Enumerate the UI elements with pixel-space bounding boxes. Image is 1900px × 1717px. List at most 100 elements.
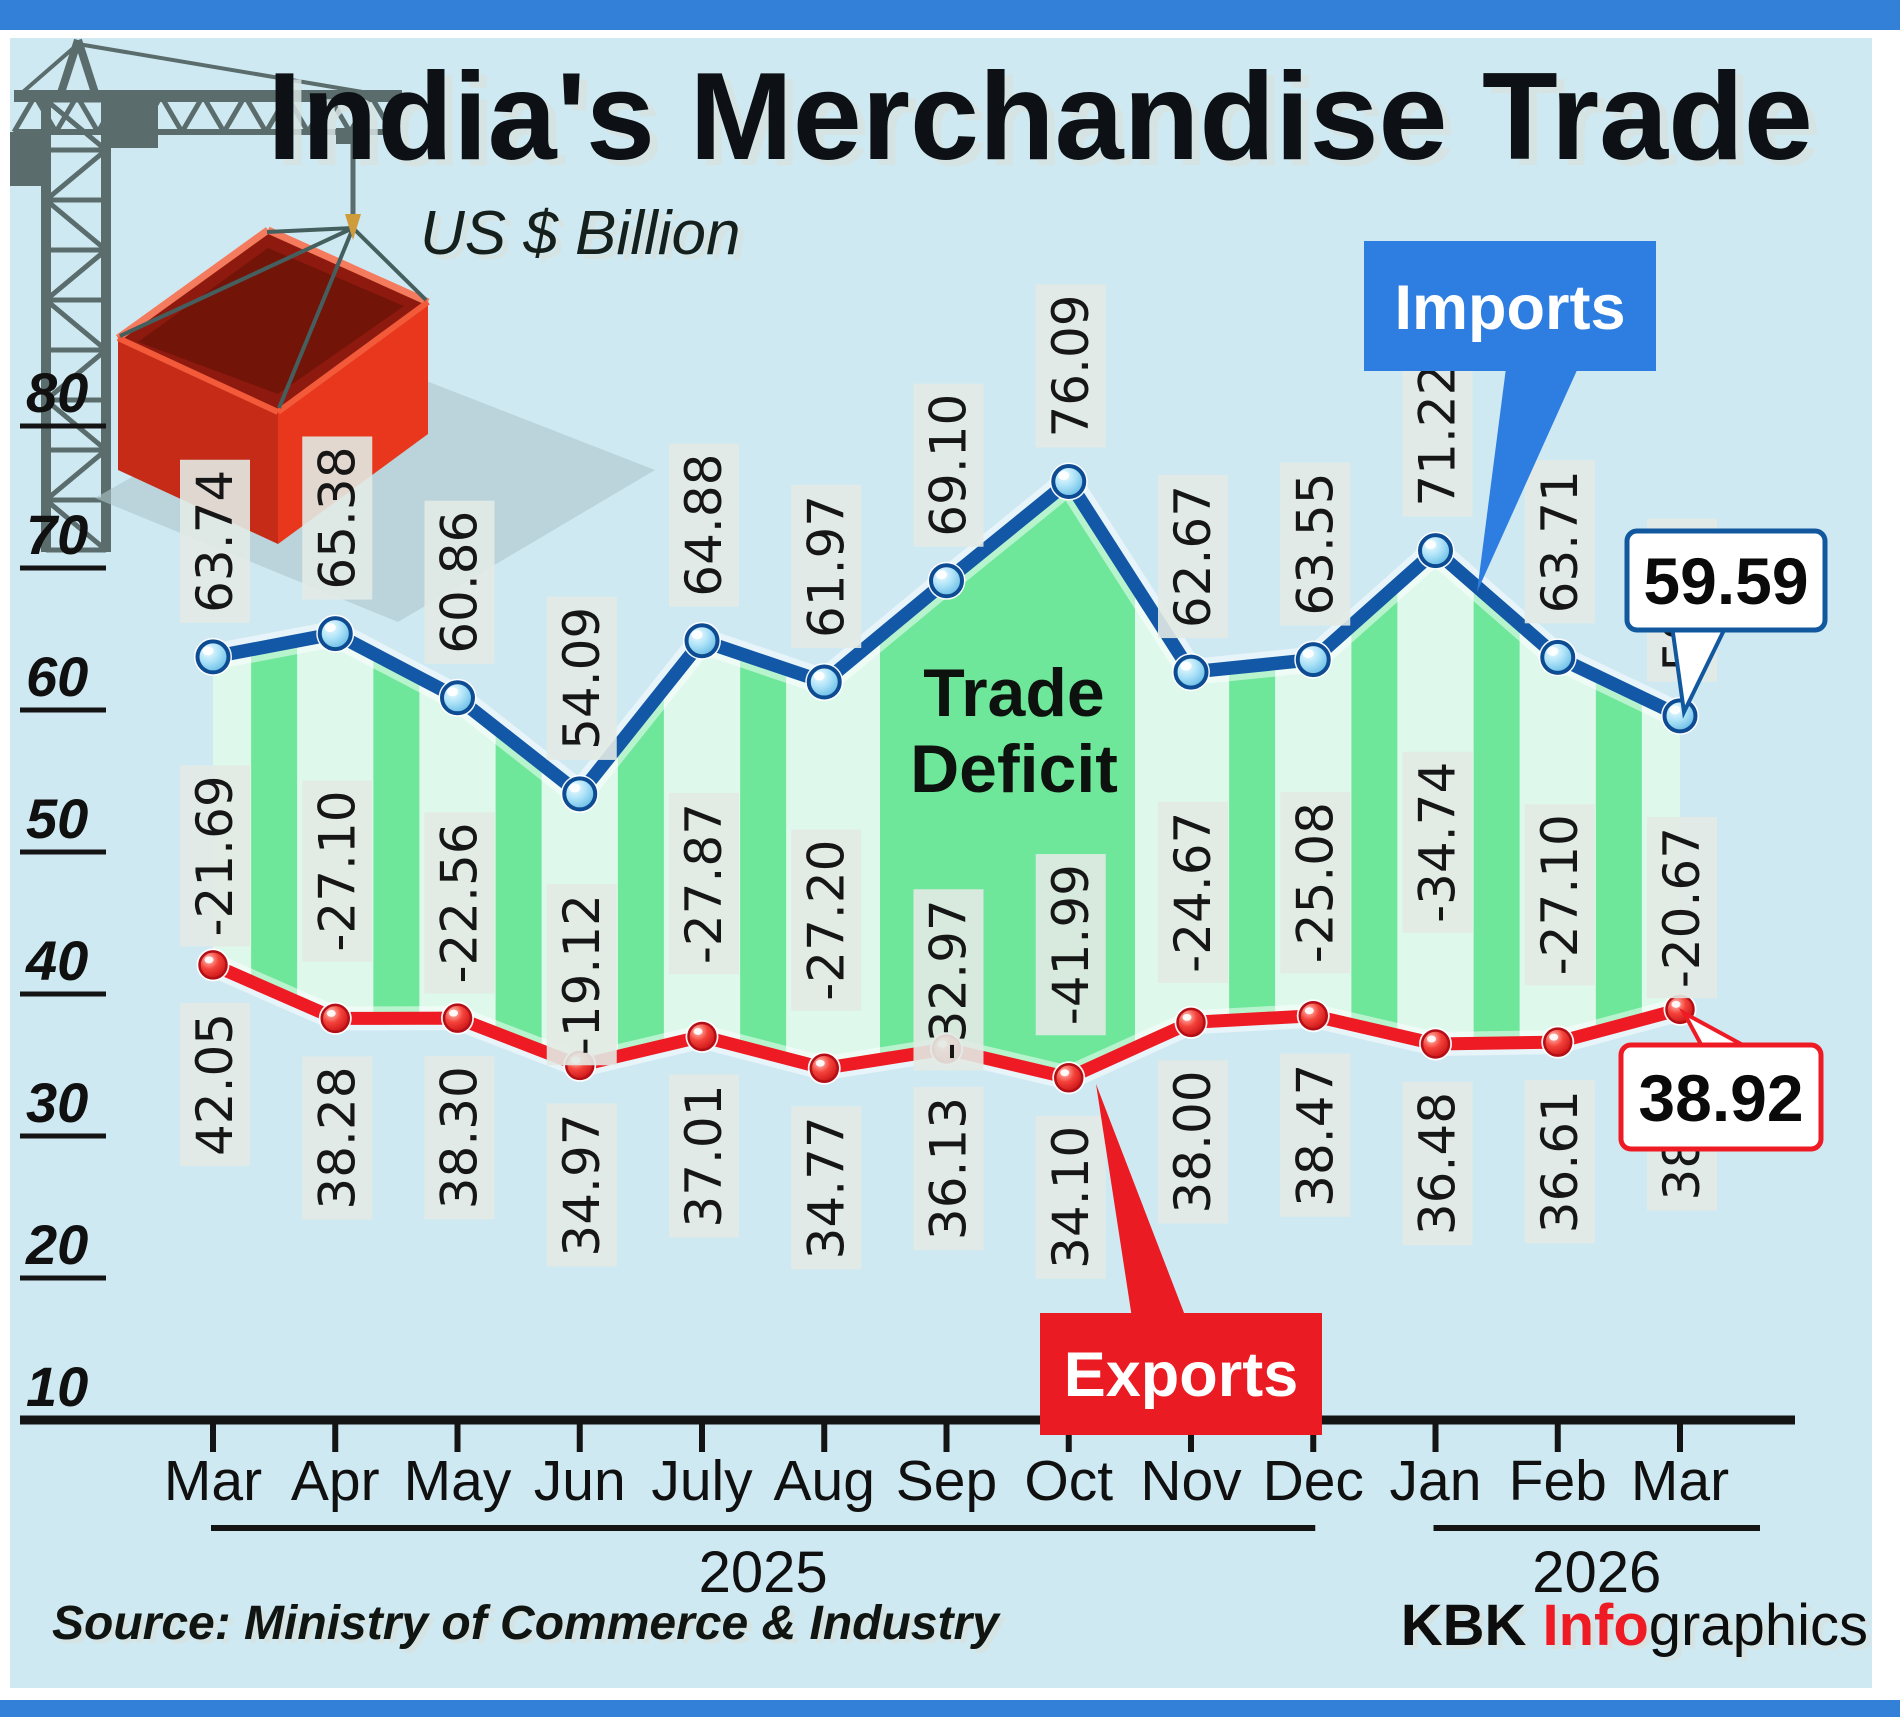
import-value-label-backing (1280, 462, 1351, 626)
deficit-value-label-text: -27.10 (1531, 814, 1589, 975)
import-value-label-text: 76.09 (1042, 294, 1100, 437)
deficit-value-label-backing (180, 765, 250, 947)
export-point (442, 1003, 473, 1033)
export-value-label-text: 36.48 (1409, 1092, 1467, 1235)
deficit-value-label-text: -20.67 (1653, 827, 1711, 988)
import-point-shine (936, 570, 947, 580)
export-value-label-text: 37.01 (675, 1084, 733, 1227)
imports-legend-pointer (1477, 368, 1578, 592)
export-point-shine (1427, 1035, 1436, 1043)
import-point-shine (813, 671, 825, 681)
y-tick-label: 50 (26, 787, 88, 850)
import-value-label: 69.10 (913, 383, 984, 547)
crane-counterweight (10, 132, 46, 186)
y-tick-label: 80 (26, 361, 88, 424)
import-value-label-backing (180, 459, 250, 623)
crane-part (179, 94, 206, 134)
import-value-label-backing (1524, 460, 1595, 624)
crane-hook (345, 214, 361, 240)
export-value-label: 42.05 (180, 1002, 250, 1167)
import-value-label: 61.97 (791, 484, 862, 649)
month-label: Jan (1390, 1449, 1482, 1513)
deficit-value-label-text: -25.08 (1286, 802, 1344, 963)
page-title: India's Merchandise Trade (267, 48, 1813, 186)
deficit-value-label-text: -21.69 (186, 775, 244, 936)
export-value-label: 38.30 (424, 1056, 495, 1220)
export-value-label-backing (1280, 1053, 1351, 1217)
deficit-value-label-backing (913, 889, 984, 1071)
crane-cab (106, 96, 158, 148)
export-value-label: 38.47 (1280, 1053, 1351, 1217)
deficit-value-label-backing (1035, 854, 1106, 1036)
import-value-label-backing (1402, 353, 1473, 517)
export-point-shine (1060, 1069, 1070, 1077)
export-value-label-backing (180, 1002, 250, 1167)
import-point-shine (1180, 661, 1192, 671)
crane-part (44, 348, 108, 402)
deficit-value-label-backing (546, 884, 617, 1066)
y-tick-label: 20 (25, 1213, 88, 1276)
import-value-label-backing (424, 500, 495, 664)
import-value-label-backing (302, 436, 373, 600)
chart-units-subtitle: US $ Billion (420, 199, 741, 268)
export-value-label-backing (1158, 1060, 1228, 1224)
import-value-label-text: 60.86 (431, 511, 489, 654)
deficit-value-label: -27.10 (1524, 804, 1595, 986)
export-point (1054, 1063, 1084, 1093)
export-point-shine (1671, 1000, 1681, 1008)
crane-part (44, 298, 108, 352)
import-value-label: 65.38 (302, 436, 373, 600)
export-value-label-text: 36.13 (920, 1097, 978, 1240)
import-point (1295, 642, 1331, 678)
month-label: Apr (291, 1449, 380, 1513)
import-point-shine (202, 646, 214, 656)
import-point (1418, 533, 1453, 569)
crane-part (32, 94, 59, 134)
import-value-label: 76.09 (1035, 284, 1106, 448)
imports-callout: 59.59 (1624, 528, 1828, 719)
month-label: Feb (1509, 1449, 1607, 1513)
y-tick-label: 30 (26, 1071, 88, 1134)
trade-deficit-label: Trade Deficit (910, 655, 1118, 807)
export-value-label: 36.61 (1524, 1080, 1595, 1244)
month-label: Mar (1631, 1449, 1729, 1513)
export-value-label-backing (669, 1074, 739, 1238)
crane-part (44, 448, 108, 502)
container-rim (116, 335, 280, 415)
export-point-shine (693, 1027, 703, 1035)
crane-part (44, 198, 108, 252)
import-point (1540, 639, 1576, 675)
deficit-value-label-text: -19.12 (553, 894, 611, 1055)
import-value-label-text: 65.38 (308, 446, 366, 589)
import-value-label-text: 63.55 (1286, 472, 1344, 615)
deficit-value-label: -25.08 (1280, 792, 1351, 974)
import-point (929, 563, 964, 599)
import-value-label: 62.67 (1158, 474, 1228, 639)
imports-legend-box (1364, 241, 1656, 371)
import-value-label: 54.09 (546, 596, 617, 760)
deficit-value-label-text: -27.10 (308, 790, 366, 951)
credit-info: Info (1542, 1593, 1649, 1658)
exports-callout: 38.92 (1618, 1008, 1824, 1152)
deficit-value-label: -20.67 (1647, 816, 1717, 999)
import-point (562, 776, 598, 812)
deficit-value-label-text: -41.99 (1042, 864, 1100, 1025)
import-value-label-text: 71.22 (1409, 364, 1467, 507)
import-value-label-text: 63.74 (186, 470, 244, 613)
crane-part (74, 94, 101, 134)
trade-deficit-line1: Trade (923, 655, 1104, 731)
month-label: Oct (1024, 1449, 1113, 1513)
deficit-value-label-backing (1647, 816, 1717, 999)
import-value-label-backing (1035, 284, 1106, 448)
export-value-label-text: 36.61 (1531, 1090, 1589, 1233)
y-tick-label: 10 (26, 1355, 88, 1418)
import-point (1173, 654, 1209, 690)
import-point (195, 639, 231, 675)
export-point (1420, 1029, 1451, 1059)
exports-legend: Exports (1040, 1084, 1322, 1435)
export-value-label-backing (424, 1056, 495, 1220)
export-value-label: 34.10 (1035, 1115, 1106, 1279)
crane-part (158, 94, 185, 134)
export-point-shine (204, 956, 214, 964)
export-point (1543, 1027, 1573, 1057)
